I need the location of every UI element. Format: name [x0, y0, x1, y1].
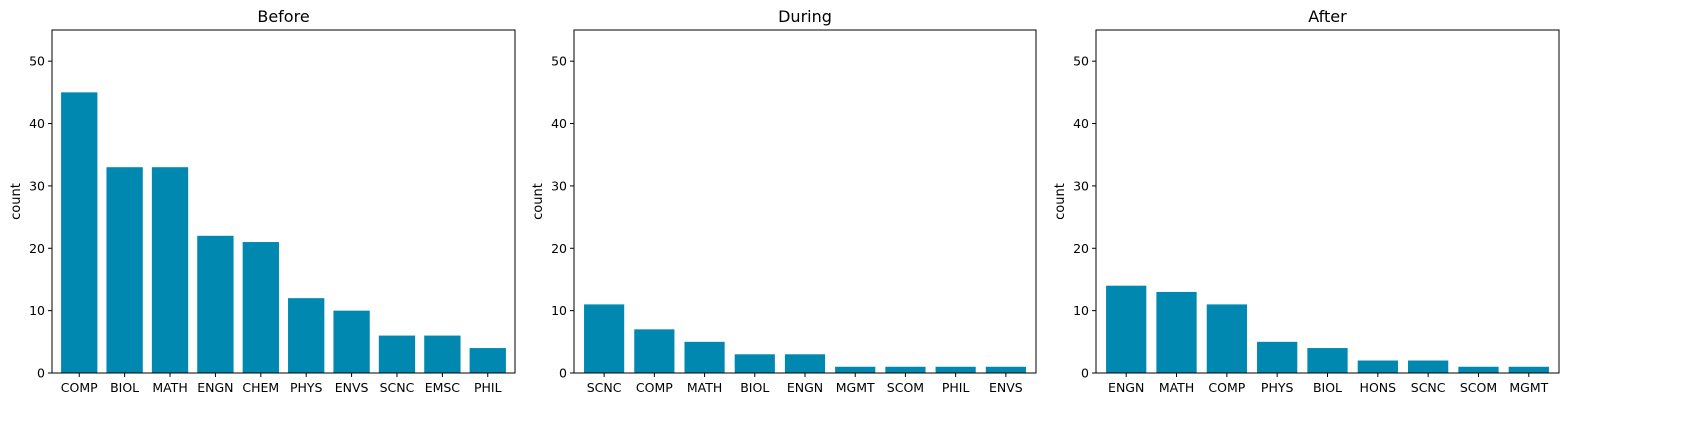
- x-tick-label-scom: SCOM: [887, 380, 924, 395]
- y-tick-label: 50: [1073, 54, 1089, 69]
- x-tick-label-phys: PHYS: [290, 380, 323, 395]
- bar-emsc: [424, 335, 461, 373]
- y-tick-label: 30: [1073, 178, 1089, 193]
- y-tick-label: 0: [1081, 366, 1089, 381]
- x-tick-label-engn: ENGN: [787, 380, 823, 395]
- y-tick-label: 30: [29, 178, 45, 193]
- x-tick-label-biol: BIOL: [110, 380, 139, 395]
- y-tick-label: 40: [1073, 116, 1089, 131]
- bar-math: [684, 341, 725, 373]
- chart-panel-after: 0 10 20 30 40 50 ENGN MATH COMP PHYS BIOL HONS SCNC S…: [1053, 7, 1560, 395]
- bar-scnc: [584, 304, 625, 373]
- x-tick-label-biol: BIOL: [740, 380, 769, 395]
- x-tick-label-envs: ENVS: [989, 380, 1023, 395]
- y-tick-label: 0: [37, 366, 45, 381]
- bar-engn: [197, 235, 234, 373]
- bar-biol: [734, 354, 775, 373]
- plot-frame: [51, 29, 516, 374]
- bar-scnc: [378, 335, 416, 373]
- bar-biol: [106, 167, 143, 373]
- chart-panel-during: 0 10 20 30 40 50 SCNC COMP MATH BIOL ENGN MGMT SCOM P…: [531, 7, 1037, 395]
- chart-panel-before: 0 10 20 30 40 50 COMP BIOL MATH ENGN CHEM PHYS ENVS S…: [9, 7, 516, 395]
- bar-envs: [333, 310, 370, 373]
- x-tick-label-biol: BIOL: [1313, 380, 1342, 395]
- x-tick-label-envs: ENVS: [335, 380, 369, 395]
- bar-hons: [1357, 360, 1398, 373]
- x-tick-label-scom: SCOM: [1460, 380, 1497, 395]
- y-tick-label: 10: [1073, 303, 1089, 318]
- panel-title: During: [778, 7, 832, 26]
- x-tick-label-math: MATH: [687, 380, 722, 395]
- bar-biol: [1307, 348, 1348, 373]
- x-tick-label-scnc: SCNC: [1411, 380, 1446, 395]
- y-tick-label: 50: [551, 54, 567, 69]
- x-tick-label-comp: COMP: [636, 380, 673, 395]
- x-tick-label-engn: ENGN: [197, 380, 233, 395]
- x-tick-label-scnc: SCNC: [587, 380, 622, 395]
- y-tick-label: 10: [551, 303, 567, 318]
- x-tick-label-chem: CHEM: [242, 380, 279, 395]
- x-tick-label-engn: ENGN: [1108, 380, 1144, 395]
- x-tick-label-comp: COMP: [61, 380, 98, 395]
- y-tick-label: 50: [29, 54, 45, 69]
- y-tick-label: 20: [1073, 241, 1089, 256]
- x-tick-label-phil: PHIL: [474, 380, 502, 395]
- x-tick-label-math: MATH: [1159, 380, 1194, 395]
- bar-phys: [1257, 341, 1298, 373]
- y-axis-label: count: [531, 183, 546, 220]
- y-axis-label: count: [9, 183, 24, 220]
- bar-scnc: [1408, 360, 1449, 373]
- y-tick-label: 0: [559, 366, 567, 381]
- y-tick-label: 20: [551, 241, 567, 256]
- bar-math: [1156, 291, 1197, 373]
- bar-engn: [784, 354, 826, 373]
- bar-comp: [61, 92, 98, 374]
- bar-envs: [985, 366, 1026, 373]
- y-tick-label: 20: [29, 241, 45, 256]
- bar-mgmt: [835, 366, 876, 373]
- bar-mgmt: [1508, 366, 1549, 373]
- bar-chem: [242, 242, 279, 373]
- bar-comp: [1206, 304, 1247, 373]
- y-tick-label: 10: [29, 303, 45, 318]
- y-axis-label: count: [1053, 183, 1068, 220]
- plot-frame: [573, 29, 1037, 374]
- x-tick-label-emsc: EMSC: [425, 380, 461, 395]
- bar-comp: [634, 329, 675, 373]
- bar-scom: [1458, 366, 1499, 373]
- bar-engn: [1106, 285, 1147, 373]
- x-tick-label-mgmt: MGMT: [1509, 380, 1548, 395]
- y-tick-label: 30: [551, 178, 567, 193]
- bar-phys: [288, 298, 325, 373]
- bar-phil: [469, 348, 506, 373]
- x-tick-label-scnc: SCNC: [380, 380, 415, 395]
- bar-phil: [935, 366, 976, 373]
- bar-math: [151, 167, 189, 373]
- x-tick-label-phys: PHYS: [1261, 380, 1294, 395]
- x-tick-label-phil: PHIL: [942, 380, 970, 395]
- x-tick-label-hons: HONS: [1360, 380, 1397, 395]
- x-tick-label-comp: COMP: [1208, 380, 1245, 395]
- x-tick-label-math: MATH: [152, 380, 187, 395]
- panel-title: After: [1308, 7, 1347, 26]
- y-tick-label: 40: [551, 116, 567, 131]
- x-tick-label-mgmt: MGMT: [836, 380, 875, 395]
- bar-scom: [885, 366, 926, 373]
- y-tick-label: 40: [29, 116, 45, 131]
- panel-title: Before: [257, 7, 309, 26]
